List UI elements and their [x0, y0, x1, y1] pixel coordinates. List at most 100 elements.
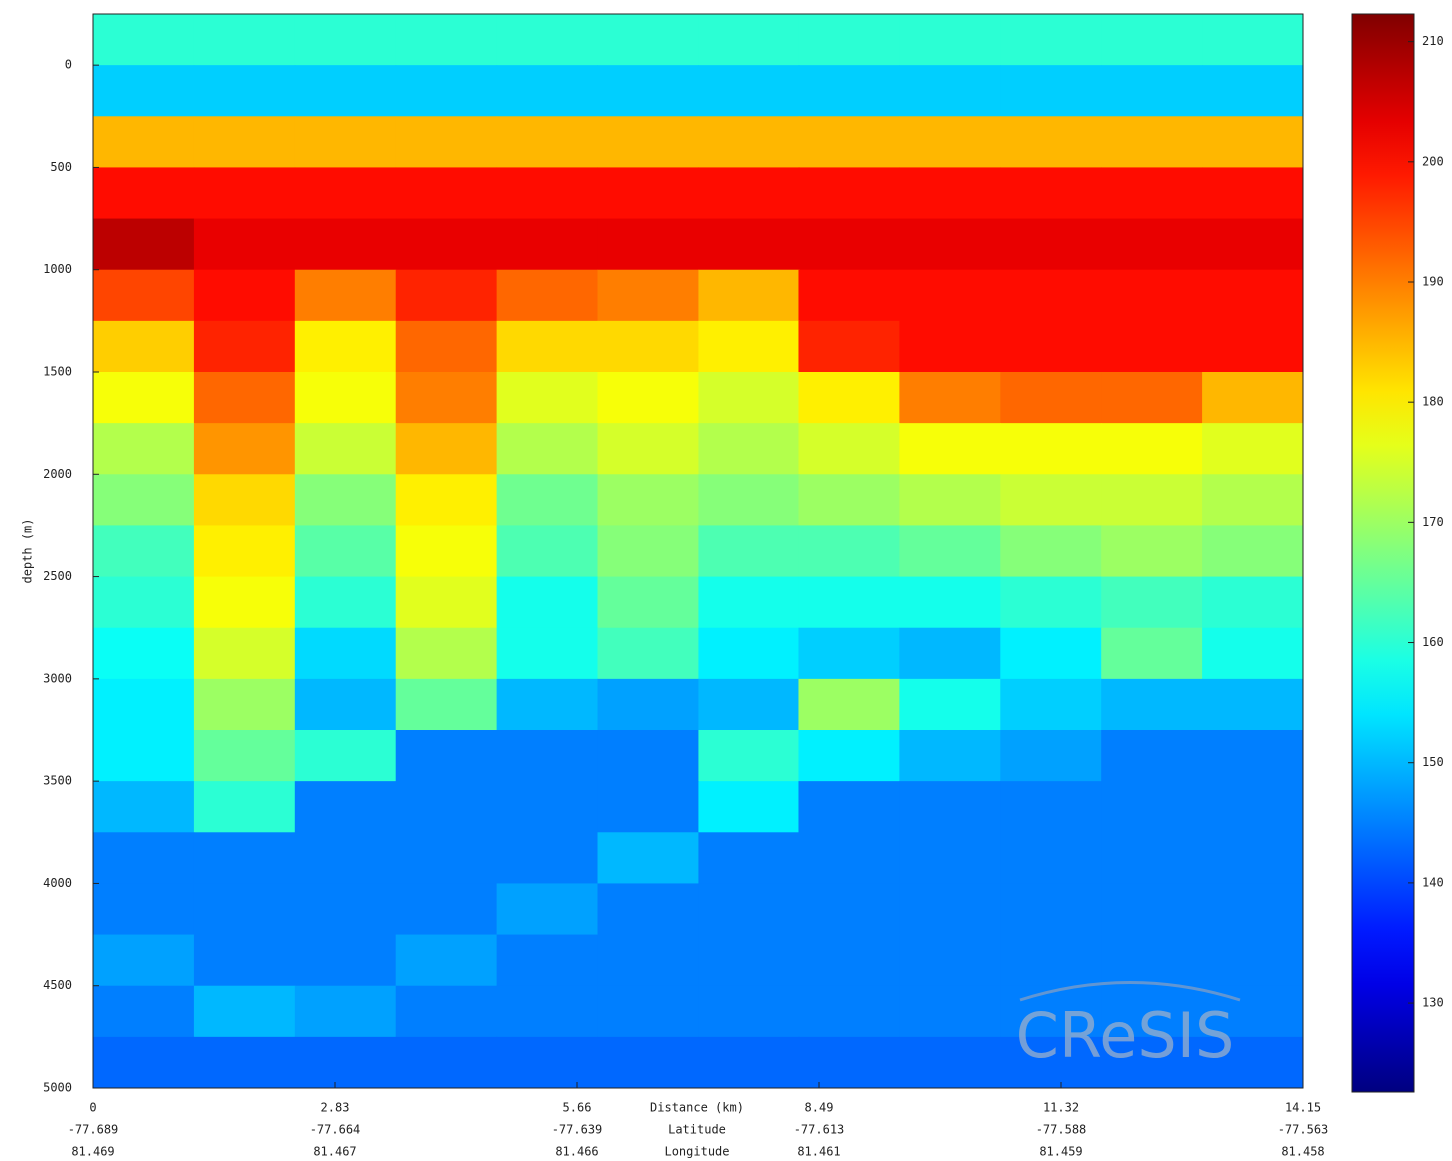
cell [698, 423, 799, 475]
cell [497, 270, 598, 322]
x-tick-label: -77.689 [68, 1123, 119, 1137]
cell [93, 883, 194, 935]
cell [1000, 14, 1101, 66]
y-tick-label: 500 [50, 160, 72, 174]
cell [698, 730, 799, 782]
cell [698, 474, 799, 526]
cell [497, 679, 598, 731]
cell [396, 577, 497, 629]
x-tick-label: -77.613 [794, 1123, 845, 1137]
cell [497, 935, 598, 987]
cell [93, 935, 194, 987]
cell [396, 832, 497, 884]
cell [698, 167, 799, 219]
colorbar-tick-label: 130 [1422, 996, 1444, 1010]
cell [194, 1037, 295, 1089]
colorbar-tick-label: 210 [1422, 34, 1444, 48]
cell [194, 883, 295, 935]
cell [93, 1037, 194, 1089]
cell [1000, 730, 1101, 782]
x-tick-label: 81.461 [797, 1145, 840, 1159]
cell [1202, 935, 1303, 987]
cell [798, 628, 899, 680]
cell [497, 986, 598, 1038]
cell [194, 525, 295, 577]
cell [698, 883, 799, 935]
cell [899, 832, 1000, 884]
cell [93, 730, 194, 782]
x-tick-label: 0 [89, 1101, 96, 1115]
cell [698, 270, 799, 322]
cell [798, 986, 899, 1038]
cell [798, 65, 899, 117]
cell [798, 1037, 899, 1089]
cell [194, 628, 295, 680]
cell [698, 781, 799, 833]
cell [598, 628, 699, 680]
cell [396, 167, 497, 219]
cell [194, 832, 295, 884]
cell [899, 219, 1000, 271]
cell [899, 525, 1000, 577]
cell [1000, 372, 1101, 424]
cell [698, 14, 799, 66]
cell [1101, 474, 1202, 526]
cell [698, 372, 799, 424]
cell [497, 832, 598, 884]
cell [295, 883, 396, 935]
cell [1202, 219, 1303, 271]
cell [598, 270, 699, 322]
cell [295, 628, 396, 680]
cell [497, 730, 598, 782]
cell [598, 730, 699, 782]
x-tick-label: 81.467 [313, 1145, 356, 1159]
cell [1000, 781, 1101, 833]
cell [295, 321, 396, 373]
x-tick-label: -77.639 [552, 1123, 603, 1137]
y-tick-label: 1500 [43, 365, 72, 379]
x-axis-label: Distance (km) [650, 1101, 744, 1115]
cell [497, 474, 598, 526]
watermark: CReSIS [1016, 999, 1235, 1072]
cell [93, 832, 194, 884]
cell [194, 65, 295, 117]
cell [1202, 474, 1303, 526]
cell [598, 525, 699, 577]
cell [1000, 935, 1101, 987]
cell [598, 219, 699, 271]
cell [598, 116, 699, 168]
cell [1000, 423, 1101, 475]
cell [798, 679, 899, 731]
cell [1101, 832, 1202, 884]
cell [1202, 372, 1303, 424]
cell [899, 321, 1000, 373]
x-tick-label: -77.563 [1278, 1123, 1329, 1137]
cell [1202, 321, 1303, 373]
cell [899, 423, 1000, 475]
cell [295, 935, 396, 987]
y-axis-label: depth (m) [21, 518, 35, 583]
cell [497, 116, 598, 168]
cell [598, 372, 699, 424]
cell [497, 1037, 598, 1089]
cell [598, 986, 699, 1038]
cell [194, 577, 295, 629]
cell [798, 577, 899, 629]
cell [497, 65, 598, 117]
cell [1101, 116, 1202, 168]
cell [396, 116, 497, 168]
cell [93, 628, 194, 680]
cell [1101, 730, 1202, 782]
cell [497, 167, 598, 219]
cell [295, 781, 396, 833]
y-tick-label: 2500 [43, 569, 72, 583]
y-tick-label: 4500 [43, 978, 72, 992]
cell [1101, 679, 1202, 731]
cell [1000, 474, 1101, 526]
cell [598, 577, 699, 629]
cell [396, 372, 497, 424]
cell [497, 525, 598, 577]
y-tick-label: 5000 [43, 1081, 72, 1095]
colorbar-tick-label: 200 [1422, 154, 1444, 168]
cell [295, 167, 396, 219]
